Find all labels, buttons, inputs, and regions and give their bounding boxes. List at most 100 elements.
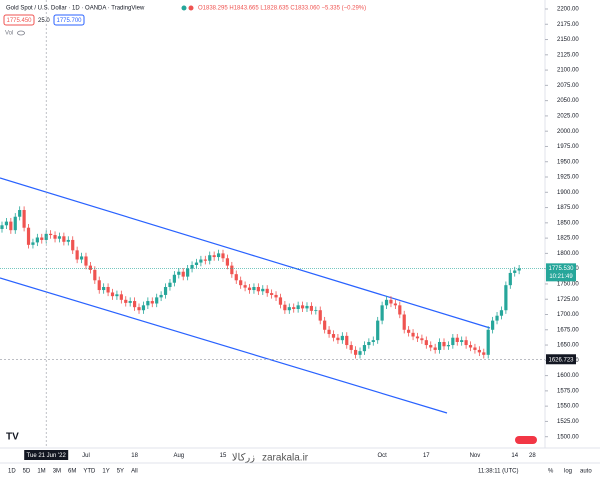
- range-button[interactable]: 1D: [8, 469, 16, 475]
- y-tick-label: 1750.00: [557, 282, 579, 288]
- candle-body: [508, 272, 512, 286]
- x-tick-label: Nov: [470, 453, 481, 459]
- x-tick-label: 14: [511, 453, 518, 459]
- candle-body: [40, 237, 44, 240]
- y-tick-label: 1850.00: [557, 220, 579, 226]
- y-tick-label: 2125.00: [557, 52, 579, 58]
- y-tick-label: 1900.00: [557, 190, 579, 196]
- range-button[interactable]: 1Y: [102, 469, 109, 475]
- candle-body: [53, 235, 57, 239]
- candle-body: [314, 310, 318, 312]
- candle-body: [473, 347, 477, 350]
- candle-body: [155, 297, 159, 304]
- candle-body: [283, 304, 287, 311]
- candle-body: [429, 345, 433, 348]
- candle-body: [18, 210, 22, 217]
- candle-body: [358, 351, 362, 355]
- range-button[interactable]: All: [131, 469, 138, 475]
- candle-body: [398, 305, 402, 315]
- candle-body: [239, 280, 243, 286]
- candle-body: [327, 329, 331, 335]
- candle-body: [133, 301, 137, 308]
- y-tick-label: 2050.00: [557, 98, 579, 104]
- candle-body: [309, 305, 313, 311]
- y-tick-label: 1575.00: [557, 388, 579, 394]
- candle-body: [499, 310, 504, 316]
- candle-body: [194, 262, 199, 265]
- candle-body: [424, 340, 428, 346]
- candle-body: [455, 337, 459, 342]
- log-toggle[interactable]: log: [564, 469, 572, 475]
- sell-button[interactable]: [3, 14, 35, 26]
- candle-body: [376, 320, 380, 341]
- trend-line: [0, 277, 448, 414]
- x-tick-label: 17: [423, 453, 430, 459]
- candle-body: [247, 287, 252, 291]
- candle-body: [128, 301, 132, 303]
- candle-body: [331, 334, 336, 338]
- y-tick-label: 2075.00: [557, 83, 579, 89]
- range-button[interactable]: 3M: [53, 469, 61, 475]
- candle-body: [495, 315, 499, 321]
- range-button[interactable]: 5D: [23, 469, 31, 475]
- range-button[interactable]: YTD: [83, 469, 96, 475]
- eye-icon[interactable]: [17, 30, 25, 36]
- percent-toggle[interactable]: %: [548, 469, 554, 475]
- candle-body: [504, 285, 508, 311]
- candle-body: [26, 227, 31, 245]
- candle-body: [35, 237, 39, 243]
- candle-body: [318, 310, 322, 321]
- candle-body: [384, 299, 389, 306]
- range-button[interactable]: 5Y: [117, 469, 124, 475]
- candle-body: [393, 303, 397, 306]
- last-price-box: [546, 263, 576, 282]
- candle-body: [261, 288, 265, 292]
- candle-body: [208, 255, 212, 261]
- x-tick-label: Oct: [377, 453, 387, 459]
- candle-body: [22, 210, 26, 228]
- sell-price[interactable]: 1775.450: [6, 18, 32, 24]
- x-tick-label: Jul: [82, 453, 90, 459]
- candle-body: [110, 292, 115, 297]
- y-tick-label: 1550.00: [557, 404, 579, 410]
- crosshair-price-box: [546, 354, 576, 365]
- crosshair-date: Tue 21 Jun '22: [27, 453, 67, 459]
- candle-body: [190, 264, 194, 269]
- x-tick-label: 28: [529, 453, 536, 459]
- candle-body: [234, 274, 238, 281]
- candle-body: [300, 305, 305, 309]
- candle-body: [62, 236, 66, 242]
- tv-logo: TV: [6, 432, 19, 443]
- candle-body: [367, 341, 371, 346]
- candle-body: [402, 314, 406, 330]
- y-tick-label: 1925.00: [557, 175, 579, 181]
- x-tick-label: Aug: [173, 453, 184, 459]
- candle-body: [159, 294, 163, 298]
- buy-button[interactable]: [53, 14, 85, 26]
- candle-body: [13, 216, 17, 231]
- trend-line: [0, 177, 491, 329]
- auto-toggle[interactable]: auto: [580, 469, 592, 475]
- buy-price[interactable]: 1775.700: [56, 18, 82, 24]
- y-tick-label: 1800.00: [557, 251, 579, 257]
- alert-badge[interactable]: [515, 436, 537, 444]
- candle-body: [336, 337, 340, 341]
- y-tick-label: 1525.00: [557, 419, 579, 425]
- candle-body: [172, 274, 176, 283]
- range-button[interactable]: 1M: [37, 469, 45, 475]
- candle-body: [305, 305, 309, 309]
- candle-body: [362, 345, 367, 352]
- candle-body: [464, 340, 468, 346]
- x-tick-label: 18: [131, 453, 138, 459]
- y-tick-label: 2200.00: [557, 7, 579, 13]
- candle-body: [513, 270, 517, 273]
- y-tick-label: 1875.00: [557, 205, 579, 211]
- range-button[interactable]: 6M: [68, 469, 76, 475]
- candle-body: [75, 250, 79, 260]
- candle-body: [9, 221, 13, 231]
- y-tick-label: 2025.00: [557, 113, 579, 119]
- candle-body: [287, 307, 291, 311]
- candle-body: [296, 305, 300, 309]
- candle-body: [354, 349, 358, 355]
